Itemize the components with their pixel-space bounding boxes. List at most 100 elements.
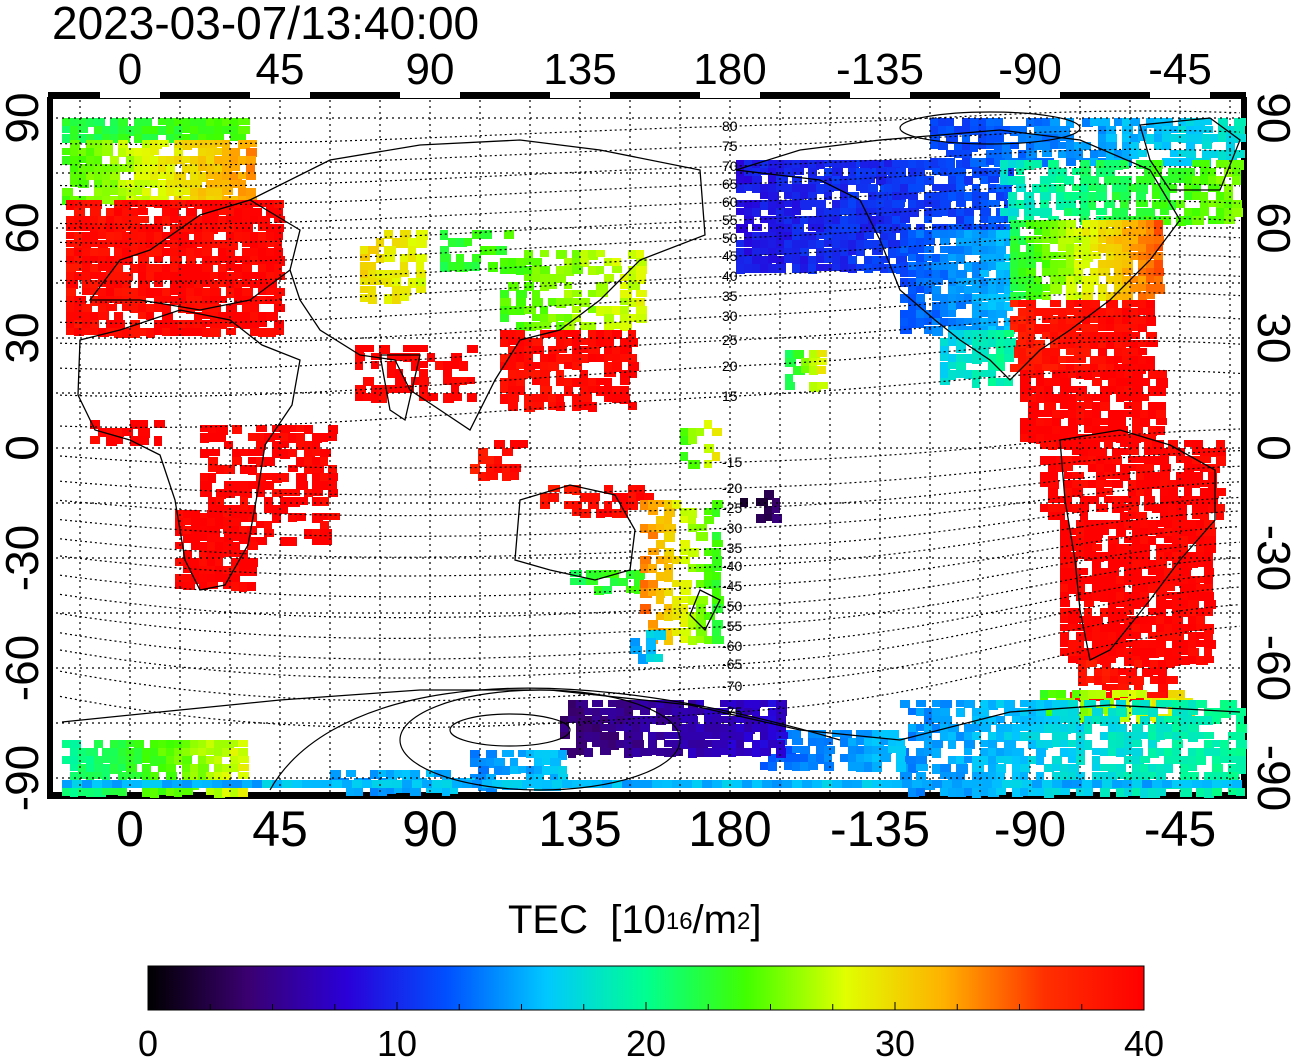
contour-label-north: 65 — [722, 176, 738, 192]
mlat-contour-south — [59, 465, 1241, 517]
colorbar-ticks: 0 10 20 30 40 — [138, 1002, 1164, 1057]
lon-tick-top: -45 — [1148, 45, 1212, 94]
mlat-contour-north — [59, 110, 1241, 145]
top-bar-gap — [1000, 92, 1060, 98]
mlat-contour-pole — [449, 713, 571, 747]
lat-tick-right: -90 — [1248, 745, 1294, 811]
lat-tick-left: -30 — [0, 525, 48, 591]
lat-tick-right: 0 — [1248, 435, 1294, 461]
mlat-contour-north — [59, 234, 1241, 282]
coastline-path — [249, 139, 706, 431]
lon-tick-top: -135 — [836, 45, 924, 94]
mlat-contour-north — [59, 253, 1241, 303]
lon-tick-bottom: 180 — [688, 801, 771, 857]
right-edge-bar — [1241, 98, 1246, 798]
contour-label-south: -15 — [722, 454, 742, 470]
mlat-contour-north — [59, 315, 1241, 370]
mlat-contour-south — [59, 428, 1241, 469]
colorbar: 0 10 20 30 40 — [138, 965, 1164, 1057]
lat-lon-grid — [50, 100, 1244, 796]
coastline-layer — [61, 117, 1241, 741]
contour-label-north: 55 — [722, 212, 738, 228]
contour-label-south: -50 — [722, 598, 742, 614]
mlat-contour-south — [59, 481, 1241, 537]
lon-tick-top: 90 — [406, 45, 455, 94]
contour-label-north: 45 — [722, 248, 738, 264]
contour-label-south: -65 — [722, 656, 742, 672]
coastline-path — [61, 689, 1241, 741]
colorbar-tick-label: 0 — [138, 1023, 158, 1057]
mlat-contour-south — [59, 604, 1241, 702]
mlat-contour-northpole — [899, 111, 1081, 145]
contour-label-north: 30 — [722, 308, 738, 324]
mlat-contour-south — [59, 496, 1241, 558]
lon-tick-bottom: -135 — [830, 801, 930, 857]
contour-label-south: -35 — [722, 540, 742, 556]
lon-tick-bottom: -45 — [1144, 801, 1216, 857]
contour-label-south: -60 — [722, 638, 742, 654]
contour-label-north: 20 — [722, 358, 738, 374]
lat-tick-left: -60 — [0, 635, 48, 701]
contour-label-south: -25 — [722, 500, 742, 516]
lat-tick-left: 0 — [0, 435, 48, 461]
contour-label-north: 80 — [722, 118, 738, 134]
colorbar-title: TEC [1016/m2] — [508, 898, 761, 943]
mlat-contour-south — [59, 526, 1241, 598]
top-edge-bar — [48, 92, 1246, 98]
mlat-contour-north — [59, 292, 1241, 345]
coastline-path — [1059, 429, 1216, 661]
mlat-contour-south — [59, 541, 1241, 619]
lat-tick-right: -30 — [1248, 525, 1294, 591]
contour-label-north: 50 — [722, 230, 738, 246]
contour-label-layer: 80 75 70 65 60 55 50 45 40 35 30 25 20 15 -15 -20 -25 -30… — [722, 118, 742, 720]
lon-tick-bottom: 90 — [402, 801, 458, 857]
mlat-contour-north — [59, 369, 1241, 429]
lon-tick-top: 45 — [256, 45, 305, 94]
lon-tick-bottom: -90 — [994, 801, 1066, 857]
colorbar-unit-mid: /m — [692, 898, 737, 942]
magnetic-latitude-contours — [59, 110, 1241, 791]
colorbar-unit-sq: 2 — [736, 908, 751, 935]
contour-label-south: -20 — [722, 480, 742, 496]
lon-tick-bottom: 135 — [538, 801, 621, 857]
mlat-contour-north — [59, 165, 1241, 206]
top-bar-gap — [550, 92, 610, 98]
lon-tick-bottom: 0 — [116, 801, 144, 857]
mlat-contour-north — [59, 340, 1241, 397]
lat-tick-right: 30 — [1248, 312, 1294, 363]
axis-labels: 0045459090135135180180-135-135-90-90-45-… — [0, 45, 1294, 857]
contour-label-south: -40 — [722, 558, 742, 574]
colorbar-tick-label: 10 — [377, 1023, 417, 1057]
lon-tick-top: 0 — [118, 45, 142, 94]
mlat-contour-north — [59, 129, 1241, 166]
contour-label-north: 40 — [722, 268, 738, 284]
lat-tick-left: 60 — [0, 202, 48, 253]
top-bar-gap — [700, 92, 760, 98]
top-bar-gap — [1150, 92, 1210, 98]
lat-tick-left: 30 — [0, 312, 48, 363]
contour-label-north: 35 — [722, 288, 738, 304]
contour-label-north: 70 — [722, 158, 738, 174]
contour-label-south: -30 — [722, 520, 742, 536]
top-bar-gap — [400, 92, 460, 98]
mlat-contour-north — [59, 148, 1241, 187]
mlat-contour-north — [59, 183, 1241, 225]
mlat-contour-south — [59, 625, 1241, 729]
mlat-contour-north — [59, 273, 1241, 324]
mlat-contour-south — [59, 510, 1241, 577]
lon-tick-top: 180 — [693, 45, 766, 94]
lon-tick-top: -90 — [998, 45, 1062, 94]
mlat-contour-south — [59, 557, 1241, 639]
contour-label-north: 15 — [722, 388, 738, 404]
bottom-edge-bar — [48, 792, 1246, 798]
mlat-contour-north — [59, 217, 1241, 263]
mlat-contour-south — [59, 572, 1241, 660]
contour-label-south: -75 — [722, 704, 742, 720]
coastline-path — [689, 589, 721, 632]
contour-label-north: 25 — [722, 332, 738, 348]
colorbar-tick-label: 40 — [1124, 1023, 1164, 1057]
coastline-path — [379, 354, 421, 422]
mlat-contour-south — [59, 586, 1241, 679]
